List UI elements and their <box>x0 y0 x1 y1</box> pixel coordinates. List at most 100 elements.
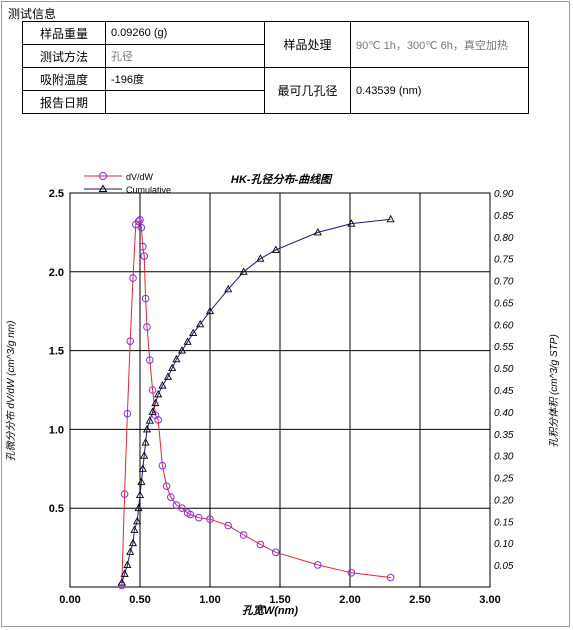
data-point-dvdw <box>126 337 134 345</box>
section-title: 测试信息 <box>8 7 57 21</box>
y-right-tick-label: 0.90 <box>494 189 514 200</box>
report-date-label: 报告日期 <box>22 90 106 114</box>
data-point-cumulative <box>117 578 126 586</box>
data-point-cumulative <box>137 477 146 485</box>
data-point-cumulative <box>158 381 167 389</box>
method-label: 测试方法 <box>22 44 106 68</box>
data-point-cumulative <box>140 451 149 459</box>
data-point-cumulative <box>168 363 177 372</box>
y-right-tick-label: 0.10 <box>494 539 514 550</box>
legend-label-dvdw: dV/dW <box>126 172 154 182</box>
data-point-cumulative <box>154 389 163 398</box>
y-left-tick-label: 1.0 <box>49 424 64 436</box>
data-point-cumulative <box>386 214 395 223</box>
data-point-dvdw <box>148 386 157 394</box>
temperature-label: 吸附温度 <box>22 67 106 91</box>
data-point-dvdw <box>224 521 232 530</box>
most-probable-pore-label: 最可几孔径 <box>264 67 351 114</box>
legend: dV/dW Cumulative <box>84 172 171 195</box>
data-point-cumulative <box>256 254 265 262</box>
data-point-cumulative <box>189 328 198 337</box>
data-point-dvdw <box>178 504 186 513</box>
plot-area-border <box>69 192 491 588</box>
data-point-cumulative <box>172 354 181 363</box>
x-tick-label: 2.50 <box>409 594 430 606</box>
x-tick-label: 0.00 <box>59 594 80 606</box>
data-point-cumulative <box>196 319 205 328</box>
data-point-dvdw <box>256 540 265 549</box>
data-point-dvdw <box>154 416 162 424</box>
data-point-dvdw <box>143 323 151 331</box>
y-right-tick-label: 0.05 <box>494 561 514 572</box>
data-point-cumulative <box>135 490 145 499</box>
data-point-dvdw <box>386 573 395 582</box>
y-right-tick-label: 0.65 <box>494 298 514 309</box>
data-point-cumulative <box>151 398 160 407</box>
data-point-dvdw <box>129 274 137 282</box>
y-right-tick-label: 0.85 <box>494 211 514 222</box>
data-point-dvdw <box>139 242 147 251</box>
data-point-dvdw <box>120 490 129 498</box>
treatment-label: 样品处理 <box>264 21 351 68</box>
x-tick-label: 0.50 <box>129 594 150 606</box>
method-value: 孔径 <box>105 44 265 68</box>
data-point-cumulative <box>134 503 143 512</box>
y-right-tick-label: 0.35 <box>494 430 514 441</box>
x-axis-label: 孔宽W(nm) <box>242 604 299 617</box>
sample-info-table: 样品重量 0.09260 (g) 样品处理 90℃ 1h，300℃ 6h，真空加… <box>22 21 529 114</box>
data-point-cumulative <box>271 245 280 253</box>
series-layer <box>117 214 395 590</box>
y-left-tick-label: 1.5 <box>49 346 64 358</box>
y-right-tick-label: 0.40 <box>494 408 514 419</box>
data-point-dvdw <box>136 215 144 224</box>
data-point-dvdw <box>347 569 356 577</box>
data-point-dvdw <box>314 561 322 569</box>
x-tick-label: 1.50 <box>269 594 290 606</box>
legend-label-cumulative: Cumulative <box>126 185 171 195</box>
data-point-dvdw <box>137 223 146 232</box>
series-line-cumulative <box>121 218 391 583</box>
data-point-dvdw <box>167 493 175 501</box>
y-right-tick-label: 0.55 <box>494 342 514 353</box>
y-right-tick-label: 0.70 <box>494 277 514 288</box>
y-right-tick-label: 0.45 <box>494 386 514 397</box>
x-tick-label: 2.00 <box>339 594 360 606</box>
data-point-cumulative <box>205 306 215 315</box>
data-point-dvdw <box>134 217 143 226</box>
grid-lines <box>70 193 490 587</box>
y-left-tick-label: 0.5 <box>49 503 64 515</box>
data-point-cumulative <box>120 569 129 577</box>
data-point-cumulative <box>163 372 173 380</box>
chart-title: HK-孔径分布-曲线图 <box>231 173 333 186</box>
y-right-tick-label: 0.25 <box>494 474 514 485</box>
legend-marker-circle-icon <box>99 172 107 180</box>
y-right-tick-label: 0.75 <box>494 255 514 266</box>
x-tick-label: 1.00 <box>199 594 220 606</box>
y-right-tick-label: 0.20 <box>494 495 514 506</box>
y-right-tick-label: 0.15 <box>494 517 514 528</box>
y-axis-label-left: 孔微分分布 dV/dW (cm^3/g nm) <box>5 321 17 462</box>
data-point-cumulative <box>141 438 150 446</box>
data-point-dvdw <box>158 461 167 470</box>
x-tick-label: 3.00 <box>479 594 500 606</box>
data-point-cumulative <box>183 337 192 345</box>
data-point-dvdw <box>123 409 132 418</box>
report-date-value <box>105 90 265 114</box>
data-point-dvdw <box>141 294 150 303</box>
tick-labels: 0.00 0.50 1.00 1.50 2.00 2.50 3.00 0.5 1.0 1.5 2.0… <box>49 188 514 606</box>
data-point-cumulative <box>130 525 139 534</box>
data-point-dvdw <box>140 252 148 260</box>
data-point-cumulative <box>239 267 248 275</box>
most-probable-pore-value: 0.43539 (nm) <box>350 67 529 114</box>
data-point-cumulative <box>123 560 132 569</box>
data-point-cumulative <box>313 227 322 236</box>
y-right-tick-label: 0.30 <box>494 452 514 463</box>
data-point-dvdw <box>239 531 248 539</box>
data-point-cumulative <box>126 547 135 555</box>
data-point-cumulative <box>177 346 187 354</box>
data-point-cumulative <box>145 416 154 424</box>
y-right-tick-label: 0.60 <box>494 320 514 331</box>
y-axis-label-right: 孔积分体积 (cm^3/g STP) <box>548 334 560 448</box>
